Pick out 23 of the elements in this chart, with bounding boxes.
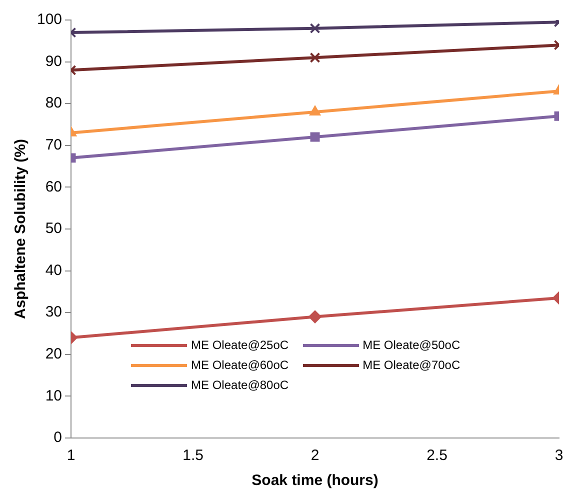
y-tick-label: 10	[45, 387, 62, 404]
x-tick-label: 2	[310, 447, 320, 464]
y-tick-label: 40	[45, 262, 62, 279]
legend-label: ME Oleate@80oC	[191, 378, 289, 392]
legend-label: ME Oleate@70oC	[362, 358, 460, 372]
y-tick-label: 0	[54, 429, 62, 446]
x-tick-label: 3	[554, 447, 564, 464]
y-tick-label: 60	[45, 178, 62, 196]
x-tick-label: 1	[66, 447, 76, 464]
y-tick-label: 100	[36, 11, 62, 28]
y-tick-label: 30	[45, 304, 62, 321]
y-tick-label: 70	[45, 136, 62, 154]
y-tick-label: 20	[45, 346, 62, 363]
legend-label: ME Oleate@25oC	[191, 338, 289, 352]
legend-label: ME Oleate@50oC	[362, 338, 460, 352]
y-axis-title: Asphaltene Solubility (%)	[12, 138, 30, 320]
x-tick-label: 2.5	[426, 447, 448, 464]
y-tick-label: 90	[45, 52, 62, 70]
legend-label: ME Oleate@60oC	[191, 358, 289, 372]
x-tick-label: 1.5	[182, 447, 204, 464]
x-axis-title: Soak time (hours)	[252, 472, 378, 490]
y-tick-label: 80	[45, 94, 62, 112]
y-tick-label: 50	[45, 220, 62, 238]
